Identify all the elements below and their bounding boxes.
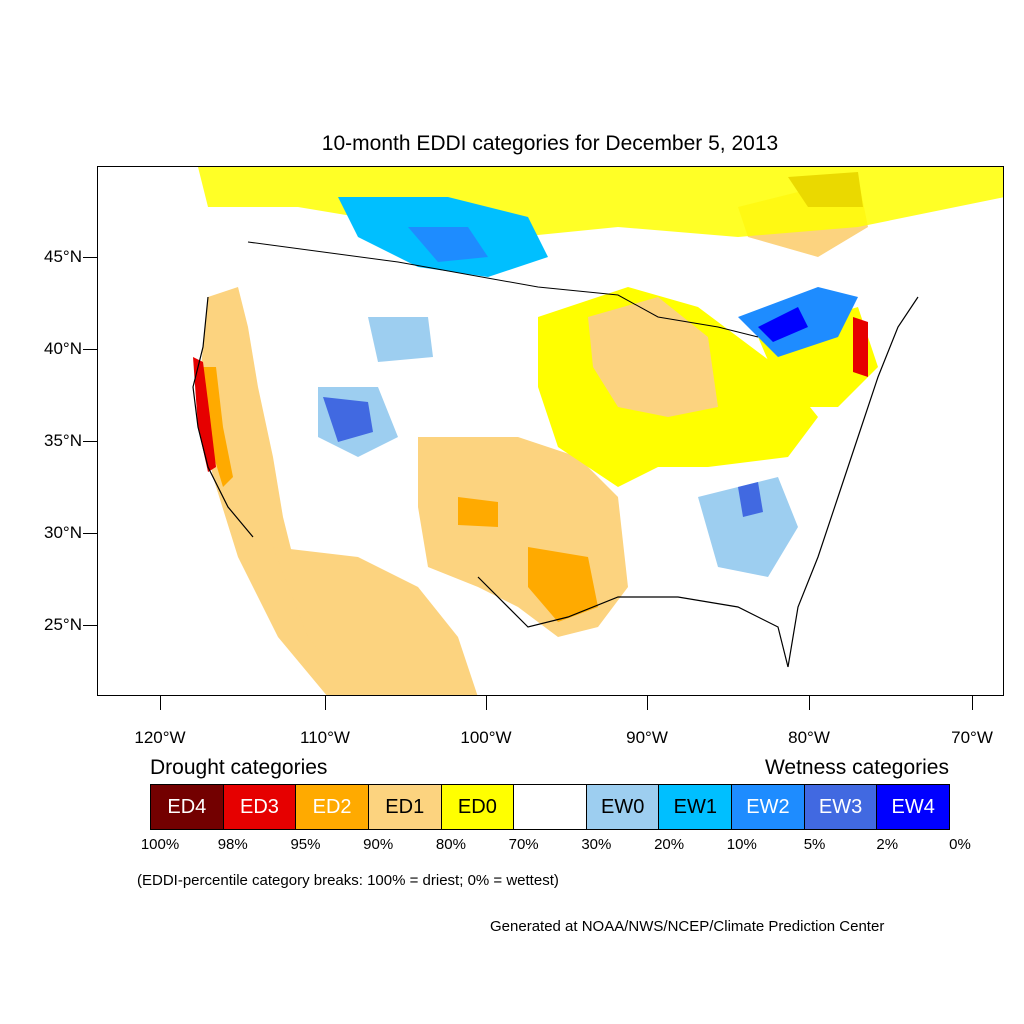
break-label: 90% bbox=[363, 836, 394, 853]
legend-box-ew1: EW1 bbox=[659, 785, 733, 829]
east-coast-outline bbox=[787, 296, 919, 668]
break-label: 10% bbox=[726, 836, 757, 853]
mexico-dry-zone bbox=[273, 547, 478, 695]
texas-severe-dry bbox=[528, 547, 598, 622]
lon-label-120: 120°W bbox=[134, 728, 186, 747]
lon-label-110: 110°W bbox=[300, 728, 350, 747]
lon-tick-80 bbox=[809, 696, 810, 710]
lon-tick-70 bbox=[972, 696, 973, 710]
drought-heading: Drought categories bbox=[150, 756, 328, 779]
legend-box-ew3: EW3 bbox=[804, 785, 878, 829]
lat-label-35: 35°N bbox=[44, 431, 82, 450]
legend-box-ed4: ED4 bbox=[151, 785, 224, 829]
lat-tick-45 bbox=[83, 257, 97, 258]
lon-tick-90 bbox=[647, 696, 648, 710]
lon-label-80: 80°W bbox=[788, 728, 830, 747]
legend-box-neutral bbox=[514, 785, 587, 829]
legend-box-ew2: EW2 bbox=[732, 785, 805, 829]
lon-tick-110 bbox=[325, 696, 326, 710]
southeast-wet bbox=[698, 477, 798, 577]
break-label: 98% bbox=[217, 836, 248, 853]
lon-label-70: 70°W bbox=[951, 728, 993, 747]
west-coast-outline bbox=[192, 296, 254, 538]
us-canada-border bbox=[247, 241, 759, 338]
great-lakes-dry bbox=[588, 297, 718, 417]
break-label: 30% bbox=[581, 836, 612, 853]
northern-plains-very-wet bbox=[408, 227, 488, 262]
legend-box-ed0: ED0 bbox=[441, 785, 515, 829]
break-label: 80% bbox=[435, 836, 466, 853]
northeast-severe-dry bbox=[853, 317, 868, 377]
map-area bbox=[97, 166, 1004, 696]
west-coast-dry-zone bbox=[198, 287, 374, 695]
break-label: 0% bbox=[949, 836, 971, 853]
lat-label-25: 25°N bbox=[44, 615, 82, 634]
southeast-very-wet bbox=[738, 482, 763, 517]
wetness-heading: Wetness categories bbox=[764, 756, 949, 779]
legend-box-ed2: ED2 bbox=[296, 785, 369, 829]
legend-bar: ED4 ED3 ED2 ED1 ED0 EW0 EW1 EW2 EW3 EW4 bbox=[150, 784, 950, 830]
break-label: 100% bbox=[140, 836, 180, 853]
eddi-map bbox=[192, 167, 1003, 695]
ontario-very-wet bbox=[758, 307, 808, 342]
lat-tick-30 bbox=[83, 533, 97, 534]
lat-tick-40 bbox=[83, 349, 97, 350]
legend-box-ed1: ED1 bbox=[368, 785, 442, 829]
break-label: 95% bbox=[290, 836, 321, 853]
lon-label-100: 100°W bbox=[460, 728, 512, 747]
break-label: 20% bbox=[654, 836, 685, 853]
lon-tick-120 bbox=[160, 696, 161, 710]
colorado-wet bbox=[323, 397, 373, 442]
lon-label-90: 90°W bbox=[626, 728, 668, 747]
legend-box-ew4: EW4 bbox=[877, 785, 950, 829]
lat-label-45: 45°N bbox=[44, 247, 82, 266]
break-label: 2% bbox=[876, 836, 899, 853]
canada-abnormal-dry bbox=[198, 167, 1003, 237]
category-note: (EDDI-percentile category breaks: 100% =… bbox=[137, 872, 559, 889]
gulf-coast-outline bbox=[477, 576, 789, 668]
california-coast-severe bbox=[193, 357, 216, 472]
legend-box-ed3: ED3 bbox=[223, 785, 297, 829]
legend-box-ew0: EW0 bbox=[586, 785, 660, 829]
lon-tick-100 bbox=[486, 696, 487, 710]
map-title: 10-month EDDI categories for December 5,… bbox=[321, 132, 779, 155]
lat-tick-35 bbox=[83, 441, 97, 442]
texas-panhandle-dry bbox=[458, 497, 498, 527]
break-label: 70% bbox=[508, 836, 539, 853]
credit-line: Generated at NOAA/NWS/NCEP/Climate Predi… bbox=[490, 918, 885, 935]
lat-tick-25 bbox=[83, 625, 97, 626]
break-label: 5% bbox=[803, 836, 826, 853]
wyoming-wet bbox=[368, 317, 433, 362]
lat-label-30: 30°N bbox=[44, 523, 82, 542]
lat-label-40: 40°N bbox=[44, 339, 82, 358]
